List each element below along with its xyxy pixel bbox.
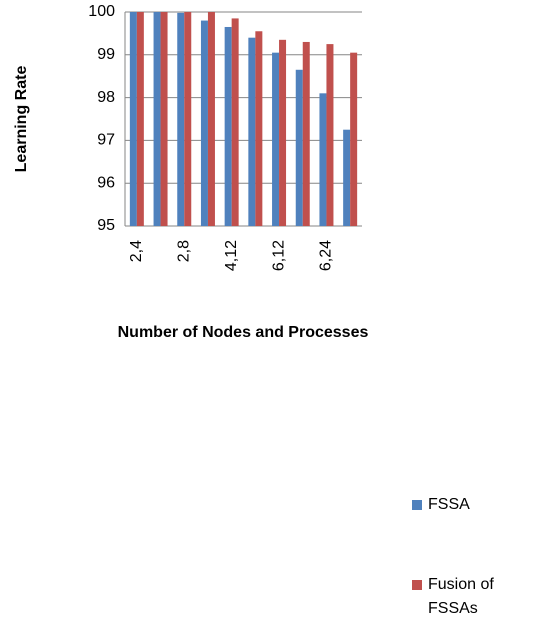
bar [319,93,327,226]
y-axis-label: Learning Rate [13,66,30,173]
bar [350,52,358,226]
page: {"chart_data": {"type": "bar", "x_label"… [13,3,494,617]
y-tick-label: 95 [97,217,115,234]
bar [177,12,185,226]
y-tick-label: 99 [97,46,115,63]
y-tick-label: 97 [97,132,115,149]
legend-label: FSSA [428,496,470,513]
bar [207,12,215,226]
x-tick-label: 4,12 [223,240,240,271]
bar [326,44,334,226]
x-tick-label: 2,4 [128,240,145,262]
y-tick-label: 100 [88,3,115,20]
bar [184,12,192,226]
bar [200,20,208,227]
y-tick-label: 98 [97,89,115,106]
bar [295,69,303,226]
bar [160,12,168,226]
legend-swatch [412,500,422,510]
legend-label: Fusion of FSSAs [428,576,494,617]
bar [224,26,232,227]
bar [129,12,137,226]
x-tick-label: 6,12 [270,240,287,271]
bar [136,12,144,226]
x-axis-label: Number of Nodes and Processes [118,324,369,341]
chart: Learning Rate Number of Nodes and Proces… [13,3,369,341]
x-tick-label: 6,24 [318,240,335,271]
bar [272,52,280,226]
bar [302,41,310,227]
bar [153,12,161,226]
bar [343,129,351,226]
legend-item: FSSA [412,493,522,517]
legend-swatch [412,580,422,590]
bar [248,37,256,227]
legend-item: Fusion of FSSAs [412,573,522,621]
bar [231,18,239,227]
bar [279,39,287,226]
y-tick-label: 96 [97,174,115,191]
bar [255,31,263,227]
x-tick-label: 2,8 [175,240,192,262]
